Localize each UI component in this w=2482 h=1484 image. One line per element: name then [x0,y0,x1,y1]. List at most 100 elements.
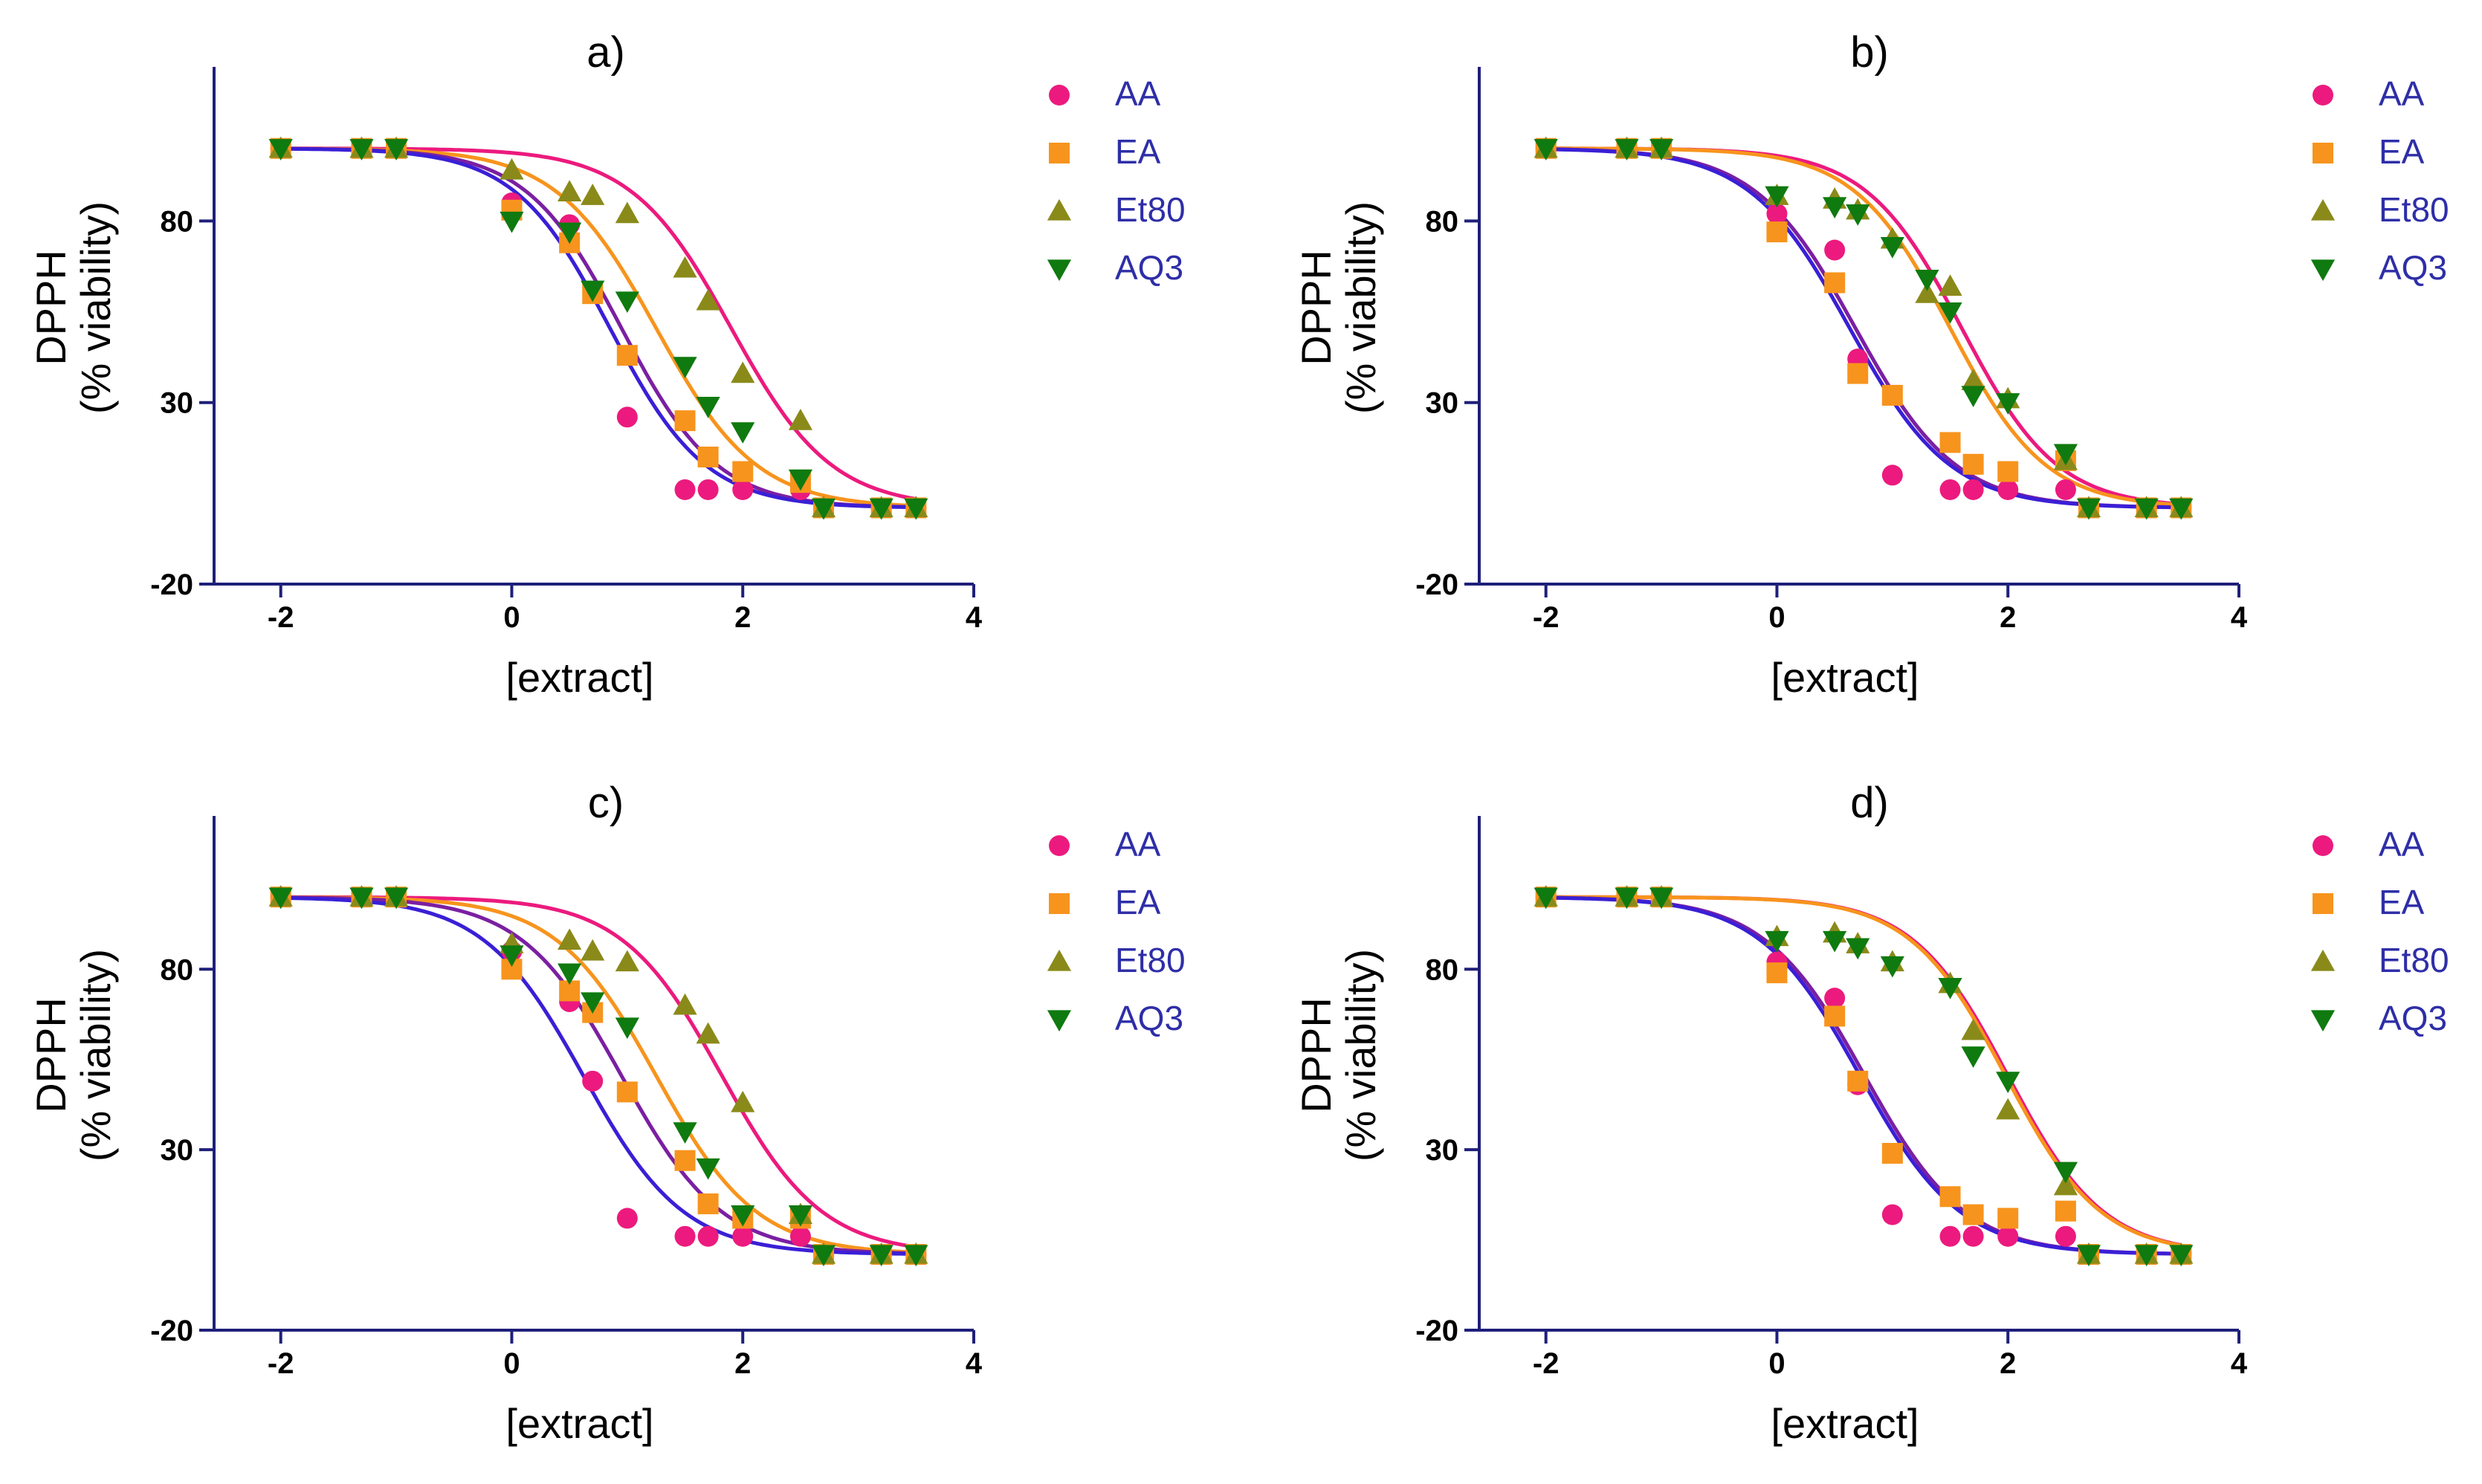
data-point-aq3 [2134,498,2159,520]
data-point-aq3 [811,498,836,520]
x-axis-title: [extract] [505,1400,653,1447]
legend-label: AQ3 [1115,999,1183,1037]
data-point-aq3 [615,291,639,314]
data-point-aq3 [615,1017,639,1040]
data-point-aq3 [731,1205,755,1227]
x-tick-label: 4 [2231,1347,2248,1380]
legend-marker-aa [1049,85,1070,106]
data-point-ea [1847,1070,1869,1092]
data-point-aa [1939,1225,1961,1247]
y-tick-label: 80 [161,205,194,238]
data-point-aq3 [1961,386,1985,408]
data-point-aq3 [2076,1245,2101,1267]
data-point-ea [1847,363,1869,384]
data-point-aq3 [673,357,697,378]
y-axis-title: DPPH [1293,250,1339,366]
data-point-et80 [731,361,755,383]
fit-curve-AA [1545,146,2182,507]
data-point-ea [1766,962,1788,984]
data-point-aq3 [731,422,755,444]
data-point-aq3 [1534,139,1558,161]
data-point-ea [2055,1200,2076,1222]
data-point-aq3 [500,945,524,967]
data-point-aq3 [788,1205,813,1227]
data-point-et80 [615,201,639,224]
data-point-aq3 [1846,204,1870,226]
y-tick-label: 30 [1426,387,1459,420]
data-point-ea [1997,461,2019,482]
data-point-aa [2055,1225,2076,1247]
data-point-aq3 [384,139,409,161]
legend-label: Et80 [2379,190,2449,229]
x-tick-label: 0 [503,1347,520,1380]
data-point-et80 [673,993,697,1015]
data-point-aa [1962,1225,1984,1247]
data-point-aa [616,406,638,428]
data-point-aq3 [1649,139,1674,161]
data-point-et80 [731,1090,755,1112]
data-point-et80 [558,928,582,950]
data-point-aq3 [1823,930,1847,953]
y-tick-label: 80 [1426,953,1459,986]
data-point-aq3 [2053,1161,2078,1184]
legend-marker-aq3 [1047,259,1072,282]
y-tick-label: 30 [161,1134,194,1167]
legend-label: AA [1115,74,1161,113]
data-point-aq3 [558,963,582,985]
data-point-aq3 [1765,186,1789,208]
data-point-aa [582,1070,604,1092]
y-axis-subtitle: (% viability) [72,201,119,414]
legend-marker-aq3 [2310,259,2336,282]
x-tick-label: 2 [2000,1347,2016,1380]
data-point-ea [697,1193,719,1214]
legend-label: AQ3 [1115,248,1183,287]
data-point-aq3 [1938,977,1962,999]
data-point-aq3 [2169,498,2194,520]
data-point-ea [697,447,719,467]
legend-marker-ea [2313,893,2333,914]
data-point-aa [1997,479,2019,500]
legend-label: EA [1115,883,1161,921]
y-tick-label: 30 [161,387,194,420]
data-point-ea [1962,453,1984,475]
x-axis-title: [extract] [1771,654,1919,701]
x-tick-label: 0 [1768,601,1785,634]
data-point-aa [732,1225,754,1247]
fit-curve-fit-3 [1545,147,2182,510]
x-tick-label: 4 [966,601,983,634]
data-point-aq3 [558,222,582,244]
data-point-et80 [696,1022,720,1044]
panel-title: d) [1850,779,1889,827]
legend-marker-aa [2313,835,2333,856]
y-axis-title: DPPH [1293,997,1339,1113]
data-point-aq3 [268,887,293,910]
legend-label: EA [1115,132,1161,171]
data-point-aq3 [1615,887,1639,910]
data-point-aq3 [349,887,374,910]
legend-marker-aq3 [2310,1010,2336,1032]
y-axis-title: DPPH [28,997,74,1113]
legend-label: EA [2379,132,2425,171]
x-tick-label: 2 [734,1347,751,1380]
data-point-aq3 [268,139,293,161]
data-point-et80 [1996,1098,2020,1120]
y-tick-label: -20 [150,568,193,601]
data-point-aq3 [869,498,893,520]
data-point-ea [1997,1208,2019,1229]
data-point-aa [1881,1204,1903,1225]
x-tick-label: -2 [268,601,294,634]
data-point-ea [1939,432,1961,453]
legend-marker-et80 [1047,198,1072,221]
data-point-aa [674,1225,696,1247]
y-axis-subtitle: (% viability) [1337,201,1384,414]
data-point-et80 [615,950,639,972]
legend-label: EA [2379,883,2425,921]
data-point-et80 [2053,1173,2078,1196]
panel-title: a) [586,28,625,77]
x-tick-label: -2 [268,1347,294,1380]
data-point-aq3 [1961,1046,1985,1068]
data-point-et80 [1915,282,1939,303]
fit-curve-EA [1545,146,2182,508]
data-point-ea [1939,1186,1961,1208]
